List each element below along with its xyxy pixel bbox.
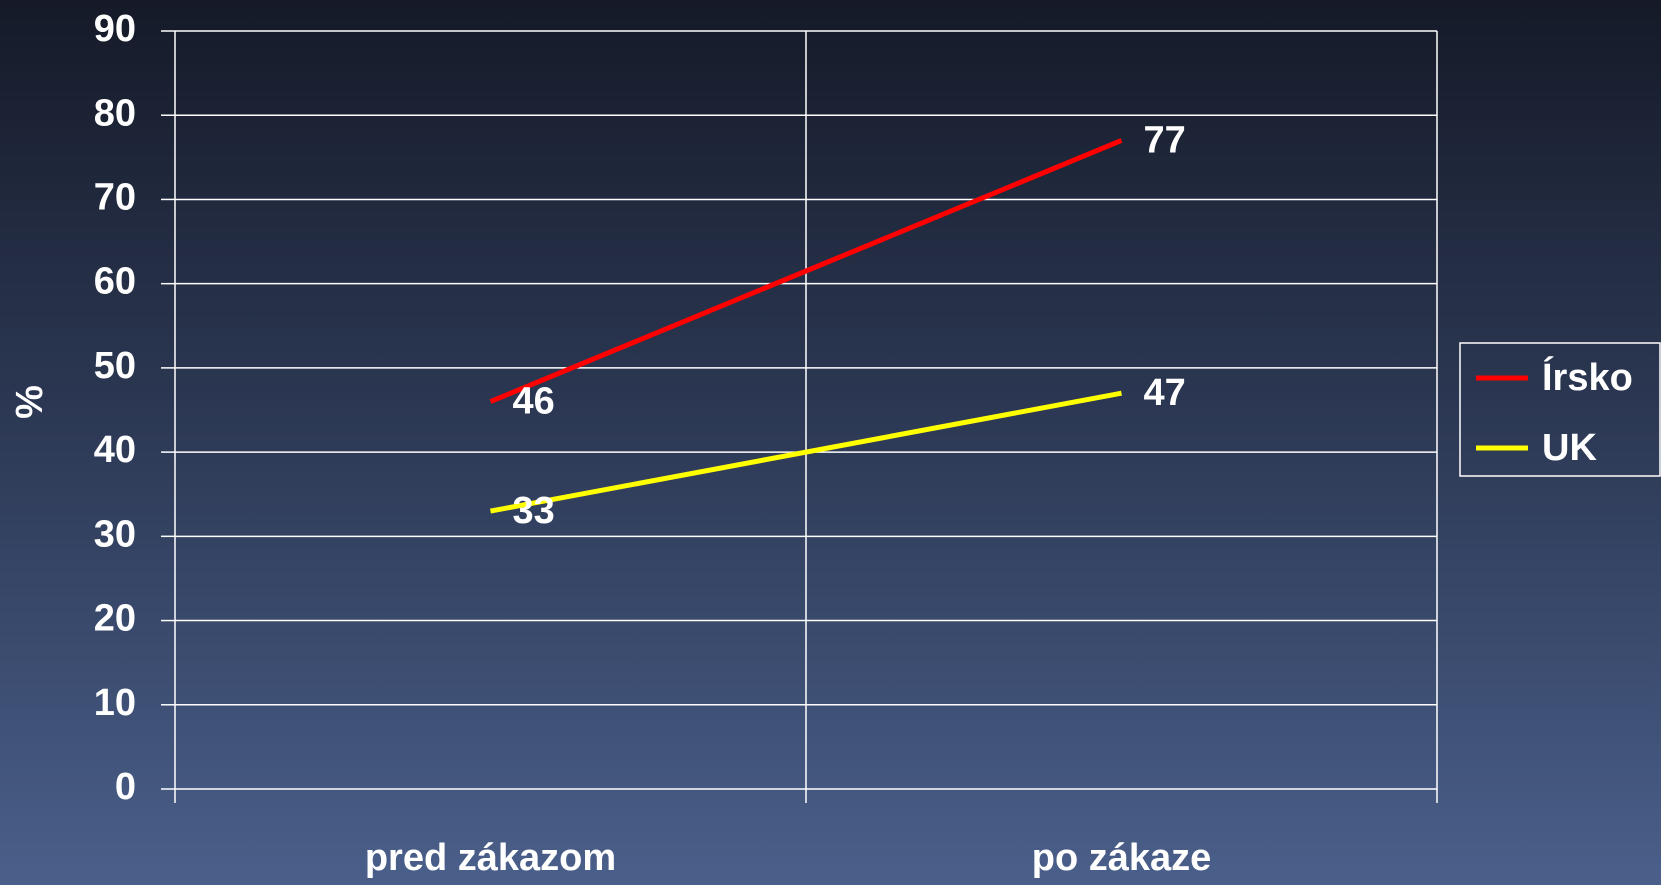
y-tick-label: 30 xyxy=(94,513,136,555)
legend-label: Írsko xyxy=(1542,355,1633,399)
data-label: 77 xyxy=(1144,120,1186,162)
y-tick-label: 90 xyxy=(94,8,136,50)
data-label: 33 xyxy=(513,490,555,532)
series-line xyxy=(490,390,1122,514)
data-label: 47 xyxy=(1144,372,1186,414)
y-tick-label: 0 xyxy=(115,766,136,808)
y-tick-label: 10 xyxy=(94,682,136,724)
data-label: 46 xyxy=(513,381,555,423)
y-tick-label: 20 xyxy=(94,598,136,640)
series-line xyxy=(489,138,1123,404)
y-axis-title: % xyxy=(9,385,51,419)
x-tick-label: pred zákazom xyxy=(365,837,616,879)
y-tick-label: 80 xyxy=(94,92,136,134)
y-tick-label: 60 xyxy=(94,261,136,303)
legend-label: UK xyxy=(1542,427,1597,469)
x-tick-label: po zákaze xyxy=(1032,837,1212,879)
y-tick-label: 50 xyxy=(94,345,136,387)
y-tick-label: 70 xyxy=(94,176,136,218)
legend-box xyxy=(1459,342,1661,477)
y-tick-label: 40 xyxy=(94,429,136,471)
